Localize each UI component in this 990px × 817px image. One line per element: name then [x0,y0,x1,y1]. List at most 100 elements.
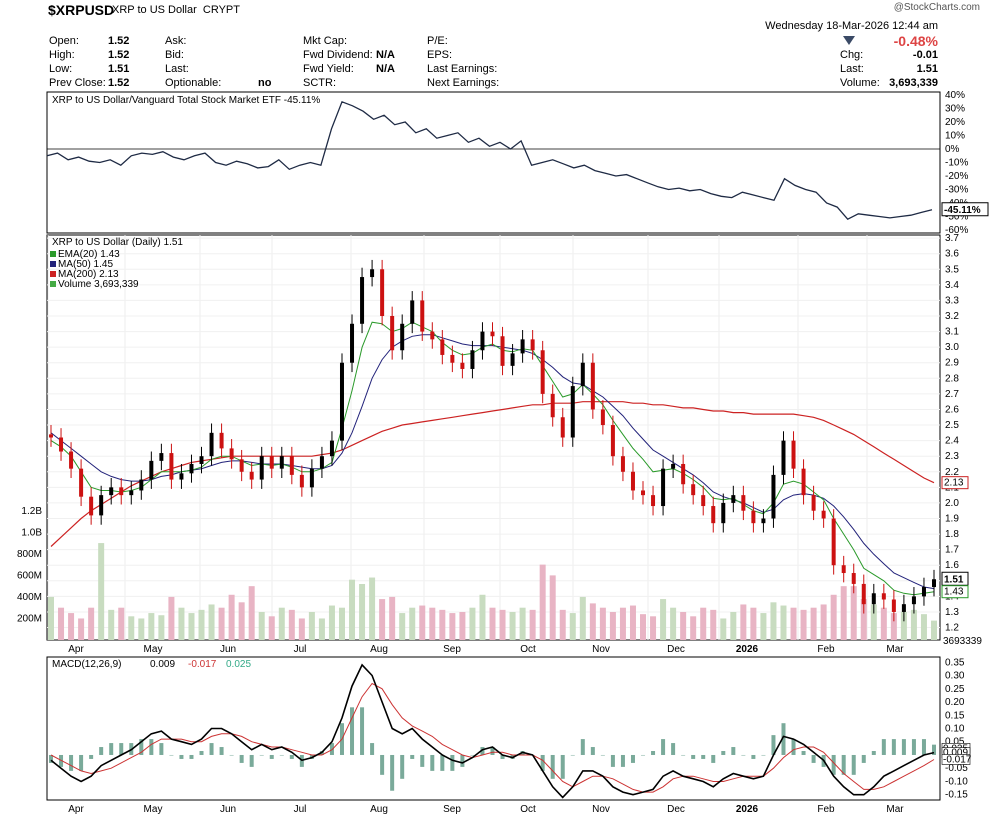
candle-body [921,587,926,597]
candle-body [891,599,896,612]
volume-bar [549,575,556,640]
volume-bar [710,609,717,640]
percent-change: -0.48% [893,33,938,49]
quote-label: Last Earnings: [427,63,498,75]
histogram-bar [79,754,84,771]
candle-body [450,354,455,363]
histogram-bar [480,747,485,755]
volume-bar [88,607,95,640]
histogram-bar [570,754,575,756]
y-tick-label: 3.4 [945,280,959,291]
candle-body [520,339,525,354]
histogram-bar [881,739,886,755]
histogram-bar [610,754,615,767]
histogram-bar [420,754,425,767]
last-value-box [941,202,989,217]
macd-last-label: 0.009 [943,748,968,759]
volume-bar [750,607,757,640]
quote-value: 3,693,339 [889,77,938,89]
candle-body [269,456,274,469]
volume-bar [820,604,827,640]
histogram-bar [811,754,816,763]
legend-value: 0.009 [150,659,175,670]
volume-tick-label: 1.0B [21,527,42,538]
x-tick-label: Mar [886,644,904,655]
histogram-bar [620,754,625,767]
volume-bar [459,612,466,640]
candle-body [239,459,244,472]
symbol-description: XRP to US Dollar CRYPT [112,4,240,16]
volume-bar [449,613,456,640]
candle-body [881,593,886,600]
volume-bar [128,616,135,640]
volume-bar [640,614,647,640]
volume-bar [98,543,105,640]
y-tick-label: -30% [945,185,968,196]
volume-bar [108,609,115,640]
y-tick-label: 0.35 [945,657,965,668]
histogram-bar [199,751,204,755]
legend-swatch [50,271,56,277]
volume-bar [870,604,877,640]
volume-bar [68,613,75,640]
x-tick-label: Oct [520,804,536,815]
histogram-bar [590,747,595,755]
candle-body [500,336,505,366]
candle-body [671,463,676,469]
candle-body [189,463,194,474]
volume-bar [479,594,486,640]
candle-body [871,593,876,605]
volume-bar [328,605,335,640]
candle-body [590,362,595,410]
histogram-bar [641,754,646,756]
y-tick-label: 3.2 [945,311,959,322]
legend-value: 0.025 [226,659,251,670]
quote-value: N/A [376,63,395,75]
x-tick-label: 2026 [736,644,759,655]
histogram-bar [781,723,786,755]
histogram-bar [119,743,124,755]
quote-value: N/A [376,49,395,61]
candle-body [811,495,816,511]
volume-bar [650,616,657,640]
histogram-bar [59,754,64,767]
x-tick-label: Feb [817,804,835,815]
y-tick-label: 0.20 [945,697,965,708]
x-tick-label: May [144,644,163,655]
volume-bar [579,596,586,640]
quote-label: Mkt Cap: [303,35,348,47]
histogram-bar [841,754,846,775]
histogram-bar [179,754,184,759]
quote-label: SCTR: [303,77,336,89]
candle-body [831,518,836,566]
volume-bar [178,607,185,640]
volume-bar [931,620,937,640]
candle-body [620,456,625,472]
candle-body [89,496,94,516]
candle-body [329,440,334,457]
quote-value: 1.52 [108,77,130,89]
volume-bar [910,609,917,640]
panel-frame-2 [46,234,941,641]
quote-label: Ask: [165,35,187,47]
x-tick-label: Apr [68,804,84,815]
volume-bar [369,577,376,640]
quote-value: 1.52 [108,49,130,61]
y-tick-label: 1.7 [945,545,959,556]
x-tick-label: Jul [294,804,307,815]
candle-body [139,479,144,491]
volume-bar [509,612,516,640]
histogram-bar [470,754,475,756]
panel-title: MACD(12,26,9) [52,659,121,670]
volume-bar [499,609,506,640]
candle-body [470,350,475,369]
volume-bar [539,564,546,640]
histogram-bar [661,739,666,755]
y-tick-label: 3.3 [945,295,959,306]
candle-body [761,518,766,524]
candle-body [169,453,174,480]
candle-body [440,339,445,355]
candle-body [49,434,53,438]
histogram-bar [209,743,214,755]
quote-value: 1.51 [916,63,938,75]
